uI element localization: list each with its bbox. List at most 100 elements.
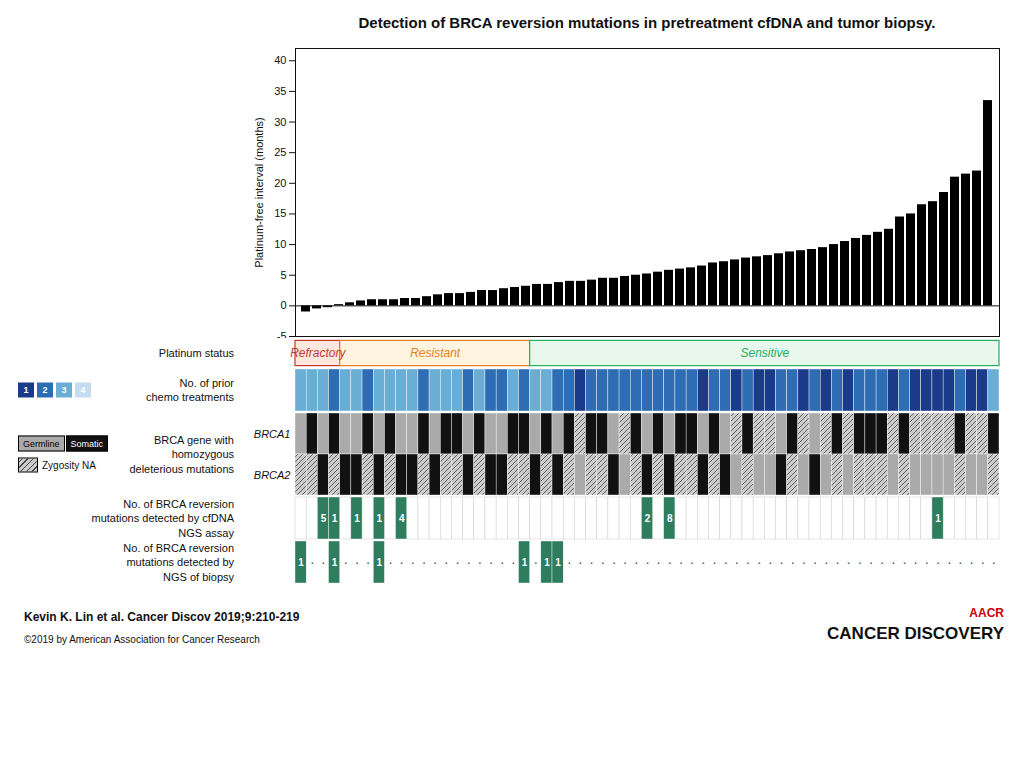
svg-text:·: · [913, 554, 918, 570]
svg-text:·: · [835, 554, 840, 570]
svg-text:·: · [902, 554, 907, 570]
svg-text:·: · [489, 554, 494, 570]
svg-text:·: · [466, 554, 471, 570]
html-text:Detection of BRCA reversion mu: Detection of BRCA reversion mutations in… [358, 14, 936, 31]
svg-text:·: · [824, 554, 829, 570]
html-text:No. of ​BRCA​ reversion mutati: No. of ​BRCA​ reversion mutations detect… [123, 541, 234, 583]
html-text:Somatic: Somatic [70, 438, 103, 449]
svg-text:·: · [355, 554, 360, 570]
svg-text:25: 25 [274, 146, 286, 158]
html-text:BRCA gene with homozygous dele: BRCA gene with homozygous deleterious mu… [129, 433, 234, 475]
html-text:Kevin K. Lin et al. Cancer Dis: Kevin K. Lin et al. Cancer Discov 2019;9… [24, 609, 300, 624]
svg-text:1: 1 [377, 557, 383, 568]
svg-text:Platinum-free interval (months: Platinum-free interval (months) [253, 117, 265, 267]
svg-text:·: · [645, 554, 650, 570]
svg-text:·: · [980, 554, 985, 570]
svg-text:·: · [679, 554, 684, 570]
svg-text:1: 1 [354, 513, 360, 524]
svg-text:·: · [399, 554, 404, 570]
svg-text:·: · [600, 554, 605, 570]
svg-text:30: 30 [274, 116, 286, 128]
svg-text:5: 5 [280, 269, 286, 281]
svg-text:·: · [768, 554, 773, 570]
svg-text:35: 35 [274, 85, 286, 97]
svg-text:·: · [891, 554, 896, 570]
html-text:CANCER DISCOVERY: CANCER DISCOVERY [827, 624, 1004, 643]
svg-text:-5: -5 [276, 330, 287, 342]
svg-text:0: 0 [280, 299, 286, 311]
svg-text:·: · [880, 554, 885, 570]
svg-text:·: · [690, 554, 695, 570]
svg-text:1: 1 [298, 557, 304, 568]
svg-text:2: 2 [645, 513, 651, 524]
svg-text:·: · [343, 554, 348, 570]
html-text:No. of ​BRCA​ reversion mutati: No. of ​BRCA​ reversion mutations detect… [91, 497, 234, 539]
svg-text:·: · [444, 554, 449, 570]
svg-text:·: · [701, 554, 706, 570]
svg-text:·: · [388, 554, 393, 570]
svg-text:·: · [712, 554, 717, 570]
svg-text:·: · [455, 554, 460, 570]
svg-text:5: 5 [321, 513, 327, 524]
svg-text:·: · [757, 554, 762, 570]
svg-text:·: · [366, 554, 371, 570]
svg-text:·: · [433, 554, 438, 570]
svg-text:·: · [925, 554, 930, 570]
svg-text:·: · [634, 554, 639, 570]
svg-text:·: · [511, 554, 516, 570]
svg-text:BRCA2: BRCA2 [254, 469, 291, 481]
svg-text:4: 4 [399, 513, 405, 524]
svg-text:20: 20 [274, 177, 286, 189]
svg-text:·: · [321, 554, 326, 570]
svg-text:·: · [656, 554, 661, 570]
svg-text:Refractory: Refractory [290, 346, 346, 360]
svg-text:15: 15 [274, 207, 286, 219]
svg-text:40: 40 [274, 54, 286, 66]
svg-text:·: · [936, 554, 941, 570]
svg-text:·: · [869, 554, 874, 570]
html-text:Germline: Germline [23, 438, 60, 449]
svg-text:·: · [813, 554, 818, 570]
svg-text:·: · [846, 554, 851, 570]
svg-text:1: 1 [555, 557, 561, 568]
svg-text:·: · [500, 554, 505, 570]
svg-text:1: 1 [522, 557, 528, 568]
svg-text:·: · [735, 554, 740, 570]
svg-text:·: · [969, 554, 974, 570]
svg-text:10: 10 [274, 238, 286, 250]
svg-text:·: · [947, 554, 952, 570]
svg-text:·: · [668, 554, 673, 570]
svg-text:·: · [802, 554, 807, 570]
svg-text:1: 1 [332, 557, 338, 568]
html-text:Platinum status: Platinum status [158, 346, 234, 359]
svg-text:·: · [578, 554, 583, 570]
svg-text:·: · [410, 554, 415, 570]
svg-text:·: · [992, 554, 997, 570]
svg-text:1: 1 [544, 557, 550, 568]
svg-text:·: · [422, 554, 427, 570]
html-text:Zygosity NA: Zygosity NA [42, 459, 96, 471]
svg-text:Sensitive: Sensitive [740, 346, 789, 360]
svg-text:8: 8 [667, 513, 673, 524]
svg-text:·: · [612, 554, 617, 570]
svg-text:1: 1 [377, 513, 383, 524]
svg-text:1: 1 [332, 513, 338, 524]
svg-text:·: · [589, 554, 594, 570]
svg-text:·: · [723, 554, 728, 570]
svg-text:·: · [746, 554, 751, 570]
svg-text:1: 1 [935, 513, 941, 524]
html-text:No. of prior chemo treatments: No. of prior chemo treatments [146, 376, 234, 403]
svg-text:BRCA1: BRCA1 [254, 428, 291, 440]
svg-text:·: · [567, 554, 572, 570]
svg-text:Resistant: Resistant [410, 346, 461, 360]
svg-text:·: · [958, 554, 963, 570]
html-text:©2019 by American Association: ©2019 by American Association for Cancer… [24, 633, 260, 645]
svg-text:·: · [623, 554, 628, 570]
html-text:AACR: AACR [969, 606, 1004, 620]
svg-text:·: · [478, 554, 483, 570]
svg-text:·: · [779, 554, 784, 570]
svg-text:·: · [310, 554, 315, 570]
svg-text:·: · [857, 554, 862, 570]
svg-text:·: · [533, 554, 538, 570]
svg-text:·: · [790, 554, 795, 570]
